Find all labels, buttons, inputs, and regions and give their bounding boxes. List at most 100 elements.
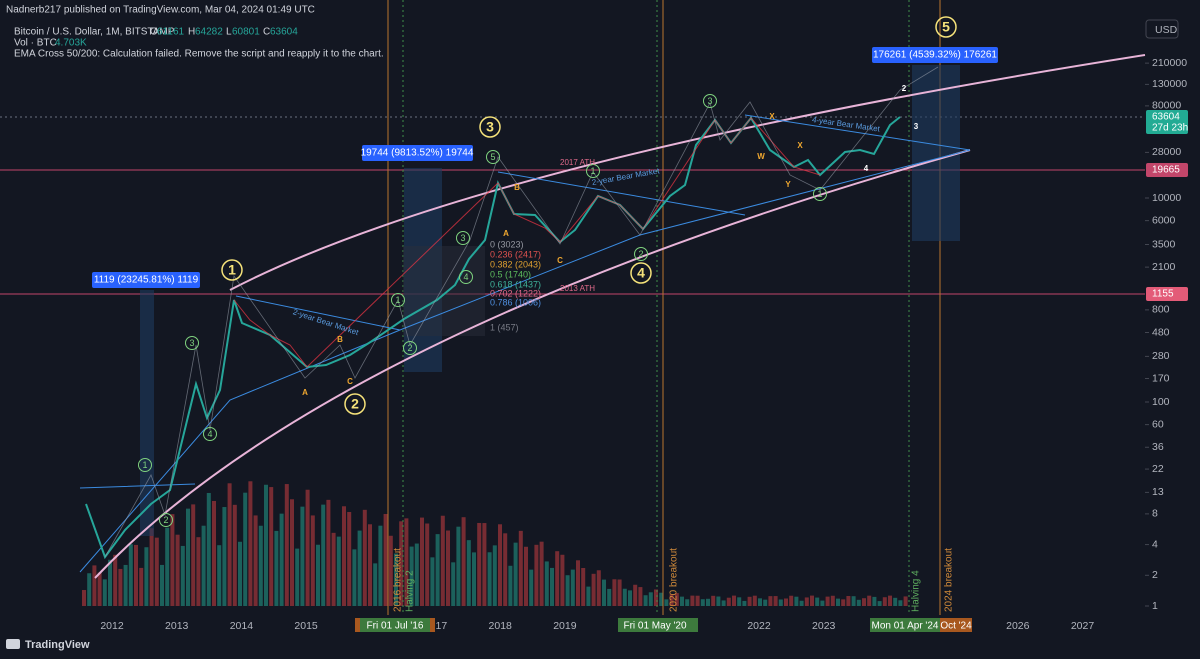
lower-arc <box>94 149 971 579</box>
trend-line <box>79 114 971 489</box>
volume-bar <box>482 523 487 606</box>
price-badge-label: 19665 <box>1152 165 1180 176</box>
volume-bar <box>544 561 549 606</box>
price-tick-label: 28000 <box>1152 146 1181 158</box>
volume-bar <box>784 598 788 606</box>
volume-bar <box>862 598 866 606</box>
volume-bar <box>846 596 851 606</box>
price-tick-label: 100 <box>1152 396 1170 408</box>
volume-bar <box>508 565 513 606</box>
year-label: 2015 <box>294 620 318 632</box>
price-tick-label: 3500 <box>1152 238 1176 250</box>
minor-wave-circle <box>459 270 473 284</box>
vertical-label: 2024 breakout <box>944 548 955 612</box>
time-badge <box>360 618 430 632</box>
volume-bar <box>82 590 86 606</box>
volume-bar <box>524 546 528 606</box>
volume-bar <box>201 525 206 606</box>
volume-bar <box>581 567 586 606</box>
price-tick-label: 1 <box>1152 600 1158 612</box>
brand-logo <box>6 639 20 649</box>
volume-bar <box>888 595 892 606</box>
year-label: 2012 <box>100 620 124 632</box>
price-tick-label: 130000 <box>1152 78 1187 90</box>
currency-button[interactable] <box>1145 19 1179 39</box>
time-badge <box>870 618 940 632</box>
year-label: 2027 <box>1071 620 1095 632</box>
volume-bar <box>685 599 690 606</box>
volume-bar <box>253 515 258 606</box>
volume-bar <box>638 587 643 606</box>
volume-bar <box>154 537 159 606</box>
volume-bar <box>269 487 274 606</box>
minor-wave-circle <box>391 293 405 307</box>
volume-bar <box>180 545 185 606</box>
volume-bar <box>851 596 856 606</box>
time-badge <box>940 618 972 632</box>
measure-label: 1119 (23245.81%) 1119 <box>94 275 199 286</box>
volume-bar <box>362 509 367 606</box>
time-badge-label: Fri 01 May '20 <box>623 621 686 632</box>
volume-bar <box>420 517 424 606</box>
volume-bar <box>425 523 430 606</box>
minor-wave-circle <box>403 341 417 355</box>
volume-bar <box>326 499 331 606</box>
volume-bar <box>295 548 300 606</box>
minor-wave-label: 2 <box>163 515 168 525</box>
volume-bar <box>383 513 388 606</box>
volume-bar <box>368 524 372 606</box>
price-ticks: 2100001300008000028000100006000350021008… <box>1145 57 1187 612</box>
volume-bar <box>841 599 846 606</box>
volume-bar <box>607 588 612 606</box>
publisher: Nadnerb217 published on TradingView.com,… <box>6 5 315 16</box>
volume-bar <box>300 506 305 606</box>
volume-bar <box>399 521 404 606</box>
volume-bar <box>622 588 627 606</box>
volume-bar <box>664 599 669 606</box>
volume-bar <box>794 596 799 606</box>
volume-bar <box>498 524 502 606</box>
price-tick-label: 210000 <box>1152 57 1187 69</box>
fib-area <box>403 246 485 336</box>
correction-label: C <box>557 256 563 265</box>
price-badge <box>1146 110 1188 134</box>
major-waves: 1 2 3 4 5 <box>221 16 957 415</box>
volume-bar <box>836 598 840 606</box>
volume-bar <box>227 483 232 606</box>
time-badge <box>618 618 698 632</box>
volume-bar <box>596 570 601 606</box>
volume-bar <box>134 544 138 606</box>
volume-bar <box>274 530 279 606</box>
volume-bar <box>700 599 705 606</box>
volume-bar <box>747 596 752 606</box>
volume-bar <box>867 595 872 606</box>
volume-bar <box>102 579 107 606</box>
volume-bar <box>773 596 778 606</box>
price-tick-label: 480 <box>1152 326 1170 338</box>
volume-bar <box>279 513 284 606</box>
volume-bar <box>316 544 320 606</box>
ath-label: 2013 ATH <box>560 284 595 293</box>
measure-label: 176261 (4539.32%) 176261 <box>873 50 997 61</box>
price-badge <box>1146 287 1188 301</box>
ohlc-value: 60801 <box>232 27 260 38</box>
volume-bar <box>492 545 497 606</box>
volume-bar <box>456 526 461 606</box>
fib-level: 0.5 (1740) <box>490 269 531 279</box>
volume-bar <box>342 506 346 606</box>
volume-bar <box>165 527 170 606</box>
minor-wave-circle <box>203 427 217 441</box>
time-badge-label: Fri 01 Jul '16 <box>367 621 424 632</box>
price-tick-label: 60 <box>1152 418 1164 430</box>
volume-bar <box>243 492 248 606</box>
measure-box <box>872 47 998 63</box>
price-tick-label: 280 <box>1152 350 1170 362</box>
volume-bar <box>768 596 773 606</box>
vertical-label: Halving 2 <box>405 570 416 612</box>
volume-bar <box>170 514 175 606</box>
wave-circle <box>479 116 501 138</box>
currency[interactable]: USD <box>1155 24 1178 36</box>
volume-bar <box>394 553 398 606</box>
volume-bar <box>321 504 326 606</box>
